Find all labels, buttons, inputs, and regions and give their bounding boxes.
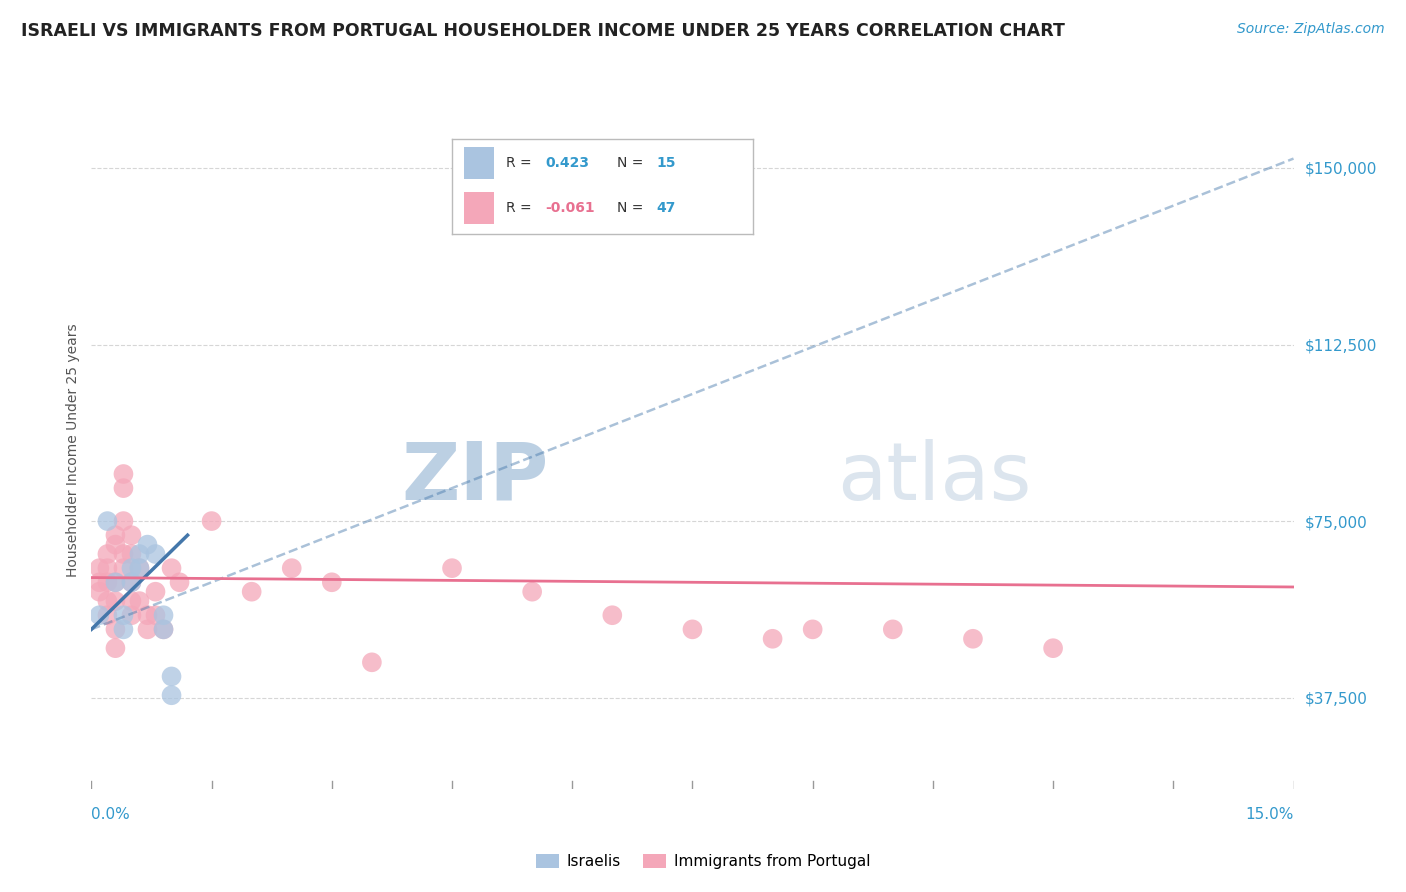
Point bbox=[112, 623, 135, 637]
Point bbox=[112, 514, 135, 528]
Point bbox=[89, 561, 111, 575]
Point bbox=[112, 561, 135, 575]
Point bbox=[522, 584, 544, 599]
FancyBboxPatch shape bbox=[464, 192, 494, 224]
Text: R =: R = bbox=[506, 201, 536, 215]
Point bbox=[112, 481, 135, 495]
Text: ISRAELI VS IMMIGRANTS FROM PORTUGAL HOUSEHOLDER INCOME UNDER 25 YEARS CORRELATIO: ISRAELI VS IMMIGRANTS FROM PORTUGAL HOUS… bbox=[21, 22, 1064, 40]
Point bbox=[962, 632, 984, 646]
Point bbox=[602, 608, 624, 623]
Point bbox=[152, 623, 174, 637]
Point bbox=[440, 561, 463, 575]
Point bbox=[89, 608, 111, 623]
Point bbox=[104, 594, 127, 608]
Point bbox=[360, 655, 382, 669]
Point bbox=[136, 623, 159, 637]
Point bbox=[169, 575, 191, 590]
Point bbox=[104, 623, 127, 637]
Point bbox=[89, 584, 111, 599]
Text: N =: N = bbox=[617, 201, 648, 215]
Point bbox=[762, 632, 785, 646]
Point bbox=[96, 514, 118, 528]
Point bbox=[128, 594, 150, 608]
Point bbox=[96, 575, 118, 590]
Point bbox=[128, 561, 150, 575]
Point bbox=[121, 528, 143, 542]
Point bbox=[121, 608, 143, 623]
Point bbox=[201, 514, 224, 528]
Point bbox=[240, 584, 263, 599]
Point bbox=[128, 547, 150, 561]
Text: -0.061: -0.061 bbox=[546, 201, 595, 215]
Point bbox=[136, 608, 159, 623]
Text: 15: 15 bbox=[657, 156, 676, 170]
Text: Source: ZipAtlas.com: Source: ZipAtlas.com bbox=[1237, 22, 1385, 37]
Point bbox=[121, 594, 143, 608]
Point bbox=[104, 575, 127, 590]
Text: N =: N = bbox=[617, 156, 648, 170]
Point bbox=[160, 669, 183, 683]
Point bbox=[136, 538, 159, 552]
Point bbox=[104, 528, 127, 542]
Point bbox=[104, 575, 127, 590]
Text: atlas: atlas bbox=[837, 439, 1031, 516]
Point bbox=[104, 641, 127, 656]
Point bbox=[152, 623, 174, 637]
Point bbox=[121, 575, 143, 590]
Point bbox=[321, 575, 343, 590]
Point bbox=[112, 547, 135, 561]
Point bbox=[121, 575, 143, 590]
Text: 0.423: 0.423 bbox=[546, 156, 589, 170]
Point bbox=[96, 608, 118, 623]
Point bbox=[145, 584, 167, 599]
Point bbox=[96, 547, 118, 561]
Text: 47: 47 bbox=[657, 201, 676, 215]
Point bbox=[96, 594, 118, 608]
Y-axis label: Householder Income Under 25 years: Householder Income Under 25 years bbox=[66, 324, 80, 577]
Text: 0.0%: 0.0% bbox=[91, 807, 131, 822]
Text: ZIP: ZIP bbox=[401, 439, 548, 516]
Point bbox=[121, 547, 143, 561]
Point bbox=[681, 623, 703, 637]
Point bbox=[1042, 641, 1064, 656]
Point bbox=[152, 608, 174, 623]
Text: 15.0%: 15.0% bbox=[1246, 807, 1294, 822]
Point bbox=[128, 561, 150, 575]
Point bbox=[112, 467, 135, 481]
Point bbox=[882, 623, 904, 637]
Point bbox=[160, 561, 183, 575]
Point bbox=[281, 561, 304, 575]
Point bbox=[89, 575, 111, 590]
Point bbox=[145, 547, 167, 561]
Point bbox=[801, 623, 824, 637]
Legend: Israelis, Immigrants from Portugal: Israelis, Immigrants from Portugal bbox=[530, 848, 876, 875]
Point bbox=[96, 561, 118, 575]
Point bbox=[121, 561, 143, 575]
Point bbox=[112, 608, 135, 623]
Point bbox=[104, 538, 127, 552]
Text: R =: R = bbox=[506, 156, 536, 170]
Point bbox=[145, 608, 167, 623]
Point bbox=[160, 688, 183, 702]
FancyBboxPatch shape bbox=[464, 147, 494, 179]
